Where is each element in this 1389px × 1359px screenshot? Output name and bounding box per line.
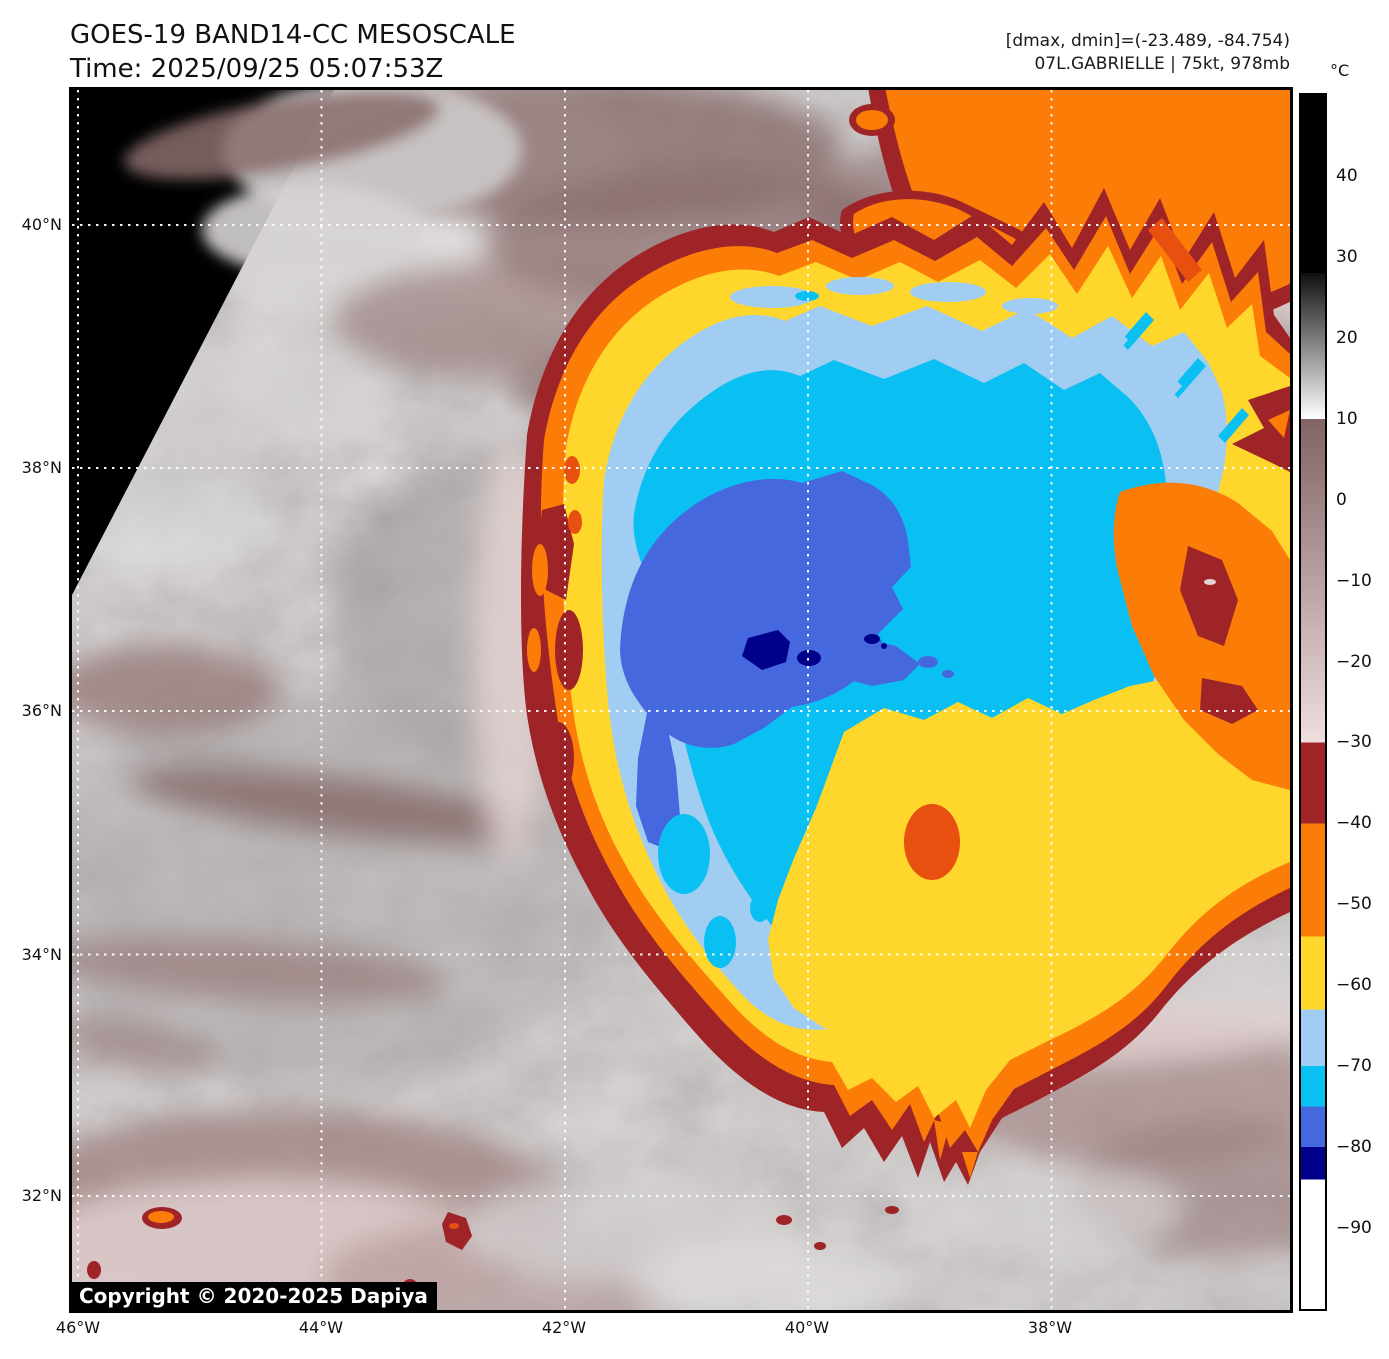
header-right: [dmax, dmin]=(-23.489, -84.754) 07L.GABR… — [1006, 30, 1290, 76]
north-lightblue-sliver — [910, 282, 986, 302]
cb-tick: −10 — [1336, 570, 1372, 591]
cb-tick: 0 — [1336, 489, 1347, 510]
x-tick-44w: 44°W — [298, 1318, 344, 1337]
satellite-map — [69, 87, 1293, 1313]
east-red-patch — [1200, 678, 1258, 724]
north-lightblue-sliver — [826, 277, 894, 295]
west-yellow-speck — [570, 586, 582, 606]
x-tick-42w: 42°W — [541, 1318, 587, 1337]
hurricane — [87, 90, 1290, 1310]
east-warm-pixel — [1204, 579, 1216, 585]
y-tick-40n: 40°N — [21, 215, 62, 234]
ne-lightblue-sliver — [1100, 334, 1128, 366]
ne-orange-island — [856, 110, 888, 130]
cb-tick: 10 — [1336, 408, 1358, 429]
ne-lightblue-sliver — [1152, 380, 1182, 414]
y-tick-32n: 32°N — [21, 1186, 62, 1205]
east-red-patch — [1180, 546, 1238, 646]
colorbar — [1299, 93, 1327, 1311]
colorbar-ticks: 40 30 20 10 0 −10 −20 −30 −40 −50 −60 −7… — [1336, 95, 1386, 1309]
sw-cyan-patch — [750, 894, 770, 922]
ne-cyan-sliver — [1218, 408, 1249, 443]
cb-tick: −60 — [1336, 975, 1372, 996]
cb-tick: −90 — [1336, 1218, 1372, 1239]
x-tick-46w: 46°W — [55, 1318, 101, 1337]
overshoot-navy-main — [742, 630, 790, 670]
graticule — [72, 90, 1290, 1310]
edge-orange-sliver — [1268, 410, 1290, 438]
north-lightblue-sliver — [730, 286, 814, 308]
royal-blue-east-arm — [828, 638, 920, 686]
yellow-speck — [938, 748, 950, 756]
cb-tick: −40 — [1336, 813, 1372, 834]
sw-cyan-patch — [658, 814, 710, 894]
south-red-dot — [885, 1206, 899, 1214]
page-title: GOES-19 BAND14-CC MESOSCALE — [70, 20, 516, 50]
south-red-dot — [814, 1242, 826, 1250]
cold-core-royal-blue — [620, 471, 911, 748]
yellow-speck — [915, 735, 933, 745]
west-orange-blotch — [532, 544, 548, 596]
header-left: GOES-19 BAND14-CC MESOSCALE Time: 2025/0… — [70, 18, 516, 86]
cb-tick: 20 — [1336, 327, 1358, 348]
bl-red-blob — [442, 1212, 472, 1250]
west-redorange-dot — [564, 456, 580, 484]
timestamp: Time: 2025/09/25 05:07:53Z — [70, 54, 444, 84]
dmax-dmin-readout: [dmax, dmin]=(-23.489, -84.754) — [1005, 31, 1290, 51]
west-red-blotch — [555, 610, 583, 690]
west-orange-blotch — [527, 628, 541, 672]
colorbar-unit: °C — [1330, 61, 1350, 80]
y-tick-34n: 34°N — [21, 945, 62, 964]
bl-redorange-pixel — [449, 1223, 459, 1229]
cb-tick: −80 — [1336, 1137, 1372, 1158]
tail-orange-spike — [962, 1152, 978, 1178]
overshoot-navy-dot — [881, 643, 887, 649]
copyright-badge: Copyright © 2020-2025 Dapiya — [70, 1282, 437, 1311]
ne-cyan-sliver — [1120, 312, 1154, 350]
x-tick-40w: 40°W — [784, 1318, 830, 1337]
cb-tick: 30 — [1336, 246, 1358, 267]
south-red-dot — [776, 1215, 792, 1225]
bl-red-spot — [87, 1261, 101, 1279]
ne-redorange-sliver — [1148, 218, 1202, 282]
north-cyan-speck — [795, 291, 819, 301]
y-tick-36n: 36°N — [21, 701, 62, 720]
royal-blue-sw-arm — [636, 708, 680, 850]
warm-patch — [904, 804, 960, 880]
cb-tick: 40 — [1336, 165, 1358, 186]
x-tick-38w: 38°W — [1027, 1318, 1073, 1337]
satellite-image — [72, 90, 1290, 1310]
cb-tick: −70 — [1336, 1056, 1372, 1077]
y-tick-38n: 38°N — [21, 458, 62, 477]
overshoot-navy — [864, 634, 880, 644]
royal-speck — [918, 656, 938, 668]
tail-orange-spike — [934, 1120, 950, 1160]
west-redorange-dot — [568, 510, 582, 534]
edge-red-fingers — [1232, 386, 1290, 472]
storm-info: 07L.GABRIELLE | 75kt, 978mb — [1034, 54, 1290, 74]
sw-cyan-patch — [704, 916, 736, 968]
royal-speck — [942, 670, 954, 678]
clouds-over-triangle — [124, 90, 522, 275]
cb-tick: −50 — [1336, 894, 1372, 915]
north-lightblue-sliver — [1002, 298, 1058, 314]
cb-tick: −20 — [1336, 651, 1372, 672]
bl-orange-spot — [148, 1211, 174, 1223]
se-yellow-wedge — [768, 678, 1230, 1033]
cb-tick: −30 — [1336, 732, 1372, 753]
west-red-blotch — [542, 722, 574, 794]
